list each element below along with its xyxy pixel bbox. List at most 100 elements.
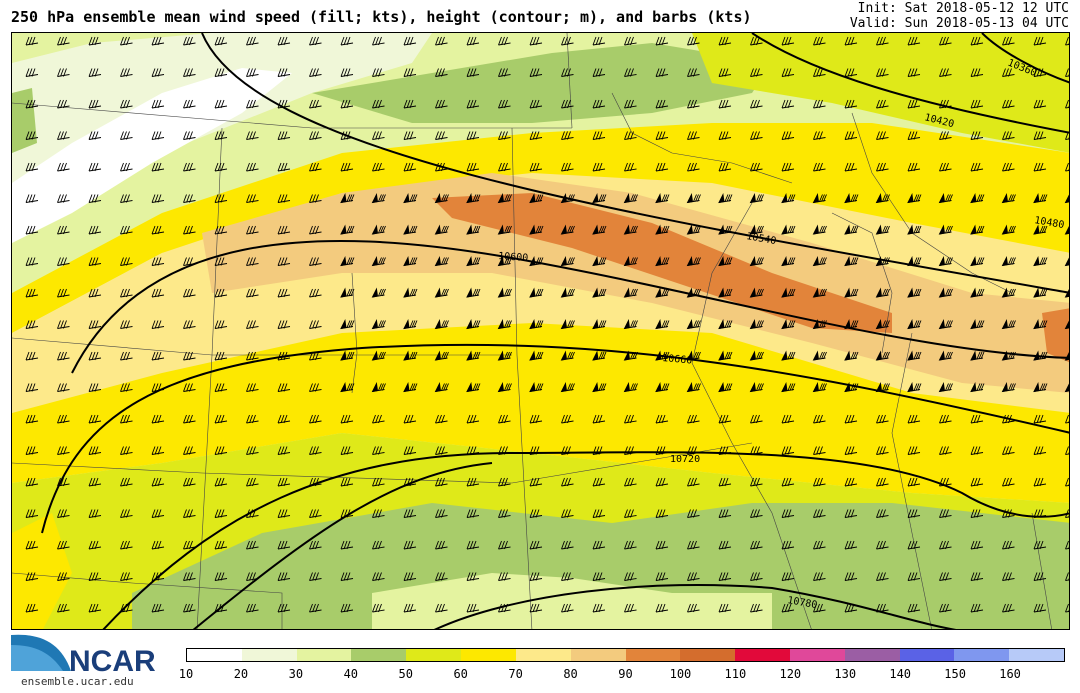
wind-barb [938, 224, 953, 235]
wind-barb [560, 256, 575, 267]
wind-barb [592, 36, 606, 46]
wind-barb [120, 225, 133, 235]
wind-barb [120, 383, 133, 392]
wind-barb [403, 36, 417, 46]
wind-barb [1001, 382, 1016, 393]
wind-barb [844, 414, 858, 424]
wind-barb [246, 288, 259, 298]
wind-barb [687, 603, 700, 613]
wind-barb [25, 194, 39, 203]
wind-barb [340, 382, 355, 393]
wind-barb [687, 36, 700, 46]
wind-barb [497, 256, 512, 267]
wind-barb [183, 446, 196, 455]
wind-barb [309, 99, 322, 109]
wind-barb [561, 446, 574, 455]
wind-barb [25, 131, 39, 140]
wind-barb [1033, 193, 1048, 204]
wind-barb [781, 193, 796, 204]
wind-barb [277, 414, 291, 424]
wind-barb [718, 287, 733, 298]
colorbar-tick-label: 100 [669, 667, 692, 681]
wind-barb [529, 509, 543, 518]
wind-barb [183, 383, 196, 392]
wind-barb [434, 350, 449, 361]
wind-barb [151, 99, 165, 109]
colorbar-tick-label: 70 [508, 667, 523, 681]
wind-barb [151, 351, 165, 361]
wind-barb [403, 99, 417, 109]
wind-barb [277, 225, 291, 235]
wind-barb [718, 446, 732, 455]
wind-barb [246, 194, 259, 203]
wind-barb [214, 572, 228, 581]
wind-barb [970, 256, 985, 267]
wind-barb [466, 131, 480, 140]
wind-barb [876, 572, 889, 581]
wind-barb [25, 383, 39, 392]
wind-barb [1065, 477, 1069, 487]
wind-barb [57, 68, 70, 77]
wind-barb [529, 446, 543, 455]
wind-barb [151, 257, 165, 266]
wind-barb [1033, 68, 1047, 77]
wind-barb [214, 383, 228, 392]
wind-barb [623, 382, 638, 393]
wind-barb [1064, 288, 1069, 298]
wind-barb [246, 225, 259, 235]
wind-barb [466, 382, 481, 393]
wind-barb [120, 131, 133, 140]
wind-barb [781, 350, 796, 361]
wind-barb [907, 68, 921, 77]
wind-barb [781, 603, 795, 613]
wind-barb [750, 131, 763, 140]
colorbar-segment [1009, 649, 1064, 661]
wind-barb [435, 99, 448, 109]
wind-barb [25, 36, 39, 46]
wind-barb [781, 36, 795, 46]
wind-barb [560, 287, 575, 298]
wind-barb [88, 477, 102, 487]
wind-barb [1001, 224, 1016, 235]
wind-barb [623, 193, 638, 204]
wind-barb [88, 320, 102, 329]
wind-barb [340, 572, 354, 581]
wind-barb [403, 68, 417, 77]
wind-barb [498, 509, 511, 518]
wind-barb [151, 36, 165, 46]
wind-barb [781, 256, 796, 267]
wind-barb [434, 193, 449, 204]
wind-barb [246, 477, 259, 487]
wind-barb [907, 287, 922, 298]
wind-barb [277, 477, 291, 487]
wind-barb [214, 509, 228, 518]
colorbar-tick-label: 20 [233, 667, 249, 681]
wind-barb [655, 477, 669, 487]
wind-barb [277, 131, 291, 140]
colorbar-segment [625, 649, 681, 661]
wind-barb [592, 99, 606, 109]
colorbar-tick-label: 160 [999, 667, 1021, 681]
wind-barb [1002, 99, 1015, 109]
time-info: Init: Sat 2018-05-12 12 UTC Valid: Sun 2… [850, 1, 1069, 31]
wind-barb [875, 287, 890, 298]
weather-map: 10360 10420 10480 10540 10600 10660 1072… [11, 32, 1070, 630]
wind-barb [340, 540, 354, 550]
wind-barb [655, 131, 669, 140]
wind-barb [813, 131, 826, 140]
wind-barb [812, 287, 827, 298]
wind-barb [340, 414, 354, 424]
wind-barb [120, 99, 133, 109]
wind-barb [340, 509, 354, 518]
wind-barb [183, 603, 196, 613]
wind-barb [372, 603, 385, 613]
wind-barb [214, 288, 228, 298]
wind-barb [812, 350, 827, 361]
wind-barb [340, 193, 355, 204]
wind-barb [907, 193, 922, 204]
colorbar [186, 648, 1065, 662]
wind-barb [277, 509, 291, 518]
wind-barb [1065, 446, 1069, 455]
wind-barb [466, 36, 480, 46]
wind-barb [876, 477, 889, 487]
